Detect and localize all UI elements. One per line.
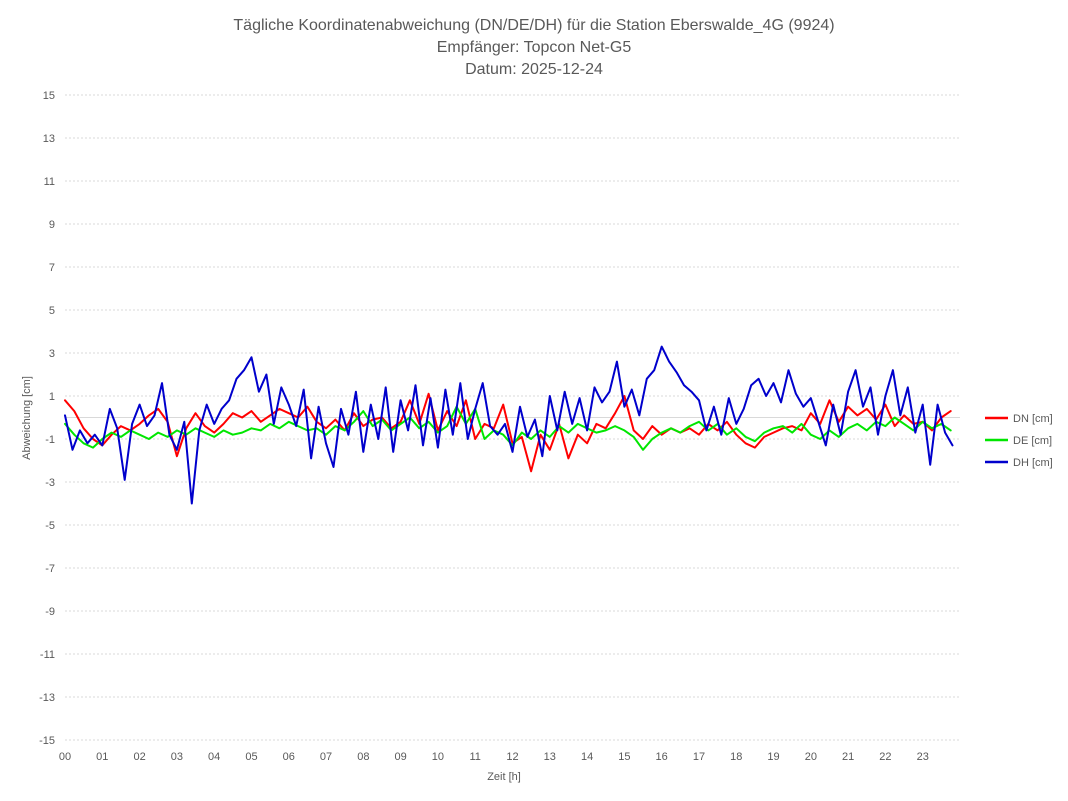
y-tick-label: 7 [49,262,55,274]
x-tick-label: 06 [283,751,295,763]
series-line-dh [64,345,954,505]
x-tick-label: 19 [767,751,779,763]
y-tick-label: 5 [49,305,55,317]
series-line-de [64,405,952,451]
x-tick-label: 14 [581,751,593,763]
y-tick-label: 3 [49,348,55,360]
legend-label-dn: DN [cm] [1013,413,1053,425]
x-tick-label: 12 [506,751,518,763]
x-tick-label: 01 [96,751,108,763]
y-tick-label: 15 [43,90,55,102]
y-tick-label: -15 [39,735,55,747]
x-tick-label: 15 [618,751,630,763]
x-axis-ticks: 00 01 02 03 04 05 06 07 08 09 10 11 12 13 14 15 16 17 18 19… [59,751,929,763]
series-line-dn [64,392,952,473]
x-tick-label: 21 [842,751,854,763]
x-tick-label: 02 [133,751,145,763]
y-tick-label: -13 [39,692,55,704]
chart-title-line-2: Empfänger: Topcon Net-G5 [437,39,632,56]
x-tick-label: 08 [357,751,369,763]
grid-lines [65,94,960,741]
x-tick-label: 11 [469,751,480,763]
legend-label-de: DE [cm] [1013,435,1052,447]
legend: DN [cm] DE [cm] DH [cm] [985,413,1053,469]
y-tick-label: -1 [45,434,55,446]
x-tick-label: 09 [395,751,407,763]
chart-title: Tägliche Koordinatenabweichung (DN/DE/DH… [233,17,834,78]
x-tick-label: 17 [693,751,705,763]
x-tick-label: 00 [59,751,71,763]
chart-title-line-1: Tägliche Koordinatenabweichung (DN/DE/DH… [233,17,834,34]
x-tick-label: 22 [879,751,891,763]
y-tick-label: 11 [44,176,55,188]
y-tick-label: 1 [49,391,55,403]
x-tick-label: 05 [245,751,257,763]
x-axis-label: Zeit [h] [487,771,521,783]
x-tick-label: 04 [208,751,220,763]
y-tick-label: -7 [45,563,55,575]
y-tick-label: -11 [40,649,55,661]
x-tick-label: 20 [805,751,817,763]
x-tick-label: 23 [917,751,929,763]
y-tick-label: 13 [43,133,55,145]
x-tick-label: 10 [432,751,444,763]
y-tick-label: -3 [45,477,55,489]
x-tick-label: 18 [730,751,742,763]
x-tick-label: 07 [320,751,332,763]
legend-label-dh: DH [cm] [1013,457,1053,469]
y-tick-label: -9 [45,606,55,618]
y-tick-label: 9 [49,219,55,231]
x-tick-label: 13 [544,751,556,763]
chart-title-line-3: Datum: 2025-12-24 [465,61,603,78]
y-axis-label: Abweichung [cm] [21,376,33,460]
x-tick-label: 03 [171,751,183,763]
y-tick-label: -5 [45,520,55,532]
series-lines [64,345,954,505]
y-axis-ticks: 15 13 11 9 7 5 3 1 -1 -3 -5 -7 -9 -11 -13 -15 [39,90,55,747]
x-tick-label: 16 [656,751,668,763]
